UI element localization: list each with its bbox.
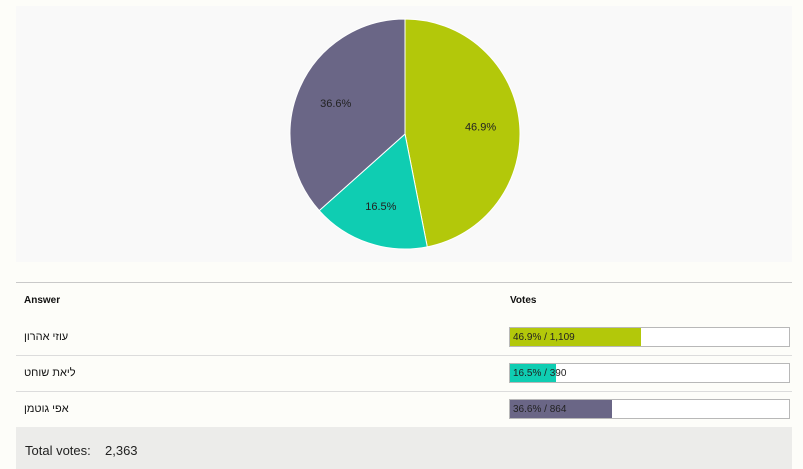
vote-bar-text: 36.6% / 864 — [513, 404, 567, 415]
vote-bar-fill — [510, 400, 613, 418]
results-table: Answer Votes עוזי אהרון 46.9% / 1,109 לי… — [16, 282, 792, 427]
table-row: אפי גוטמן 36.6% / 864 — [16, 392, 792, 427]
pie-slice — [404, 18, 521, 248]
answer-label: אפי גוטמן — [24, 403, 69, 415]
total-votes-value: 2,363 — [105, 443, 138, 458]
pie-slice-label: 46.9% — [465, 122, 496, 134]
total-votes-bar: Total votes: 2,363 — [16, 427, 792, 469]
table-row: ליאת שוחט 16.5% / 390 — [16, 356, 792, 392]
answer-label: עוזי אהרון — [24, 331, 69, 343]
table-header: Answer Votes — [16, 283, 792, 320]
answer-column-header: Answer — [24, 295, 61, 306]
pie-chart: 46.9% 16.5% 36.6% — [289, 18, 521, 250]
vote-bar: 36.6% / 864 — [509, 399, 790, 419]
vote-bar-fill — [510, 328, 641, 346]
vote-bar: 46.9% / 1,109 — [509, 327, 790, 347]
vote-bar: 16.5% / 390 — [509, 363, 790, 383]
vote-bar-text: 46.9% / 1,109 — [513, 332, 575, 343]
table-row: עוזי אהרון 46.9% / 1,109 — [16, 320, 792, 356]
pie-slice — [289, 18, 406, 212]
votes-column-header: Votes — [510, 295, 537, 306]
pie-chart-panel: 46.9% 16.5% 36.6% — [16, 6, 792, 262]
vote-bar-text: 16.5% / 390 — [513, 368, 567, 379]
vote-bar-fill — [510, 364, 557, 382]
pie-slice-label: 36.6% — [320, 98, 351, 110]
total-votes-label: Total votes: — [25, 443, 91, 458]
answer-label: ליאת שוחט — [24, 367, 76, 379]
pie-slice-label: 16.5% — [365, 201, 396, 213]
pie-slice — [318, 133, 428, 250]
